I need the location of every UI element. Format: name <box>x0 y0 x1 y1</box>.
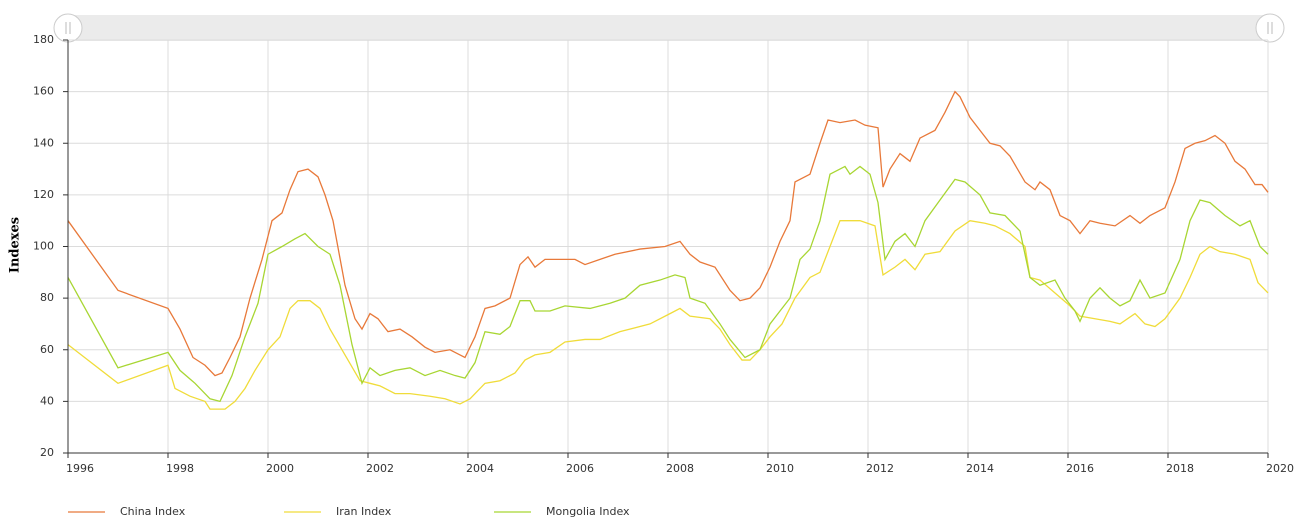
x-tick-label: 2020 <box>1266 462 1294 475</box>
x-tick-label: 2008 <box>666 462 694 475</box>
x-tick-label: 2012 <box>866 462 894 475</box>
series-line <box>67 220 1269 410</box>
y-tick-label: 180 <box>33 33 54 46</box>
x-tick-label: 2010 <box>766 462 794 475</box>
legend: China Index Iran Index Mongolia Index <box>68 505 630 518</box>
slider-track[interactable] <box>68 15 1270 41</box>
lines <box>67 90 1269 410</box>
x-tick-label: 1996 <box>66 462 94 475</box>
grid <box>67 39 1269 454</box>
y-tick-label: 40 <box>40 394 54 407</box>
x-tick-label: 2002 <box>366 462 394 475</box>
y-tick-label: 80 <box>40 291 54 304</box>
range-slider[interactable] <box>53 13 1285 43</box>
x-tick-label: 1998 <box>166 462 194 475</box>
x-tick-label: 2000 <box>266 462 294 475</box>
y-tick-label: 20 <box>40 446 54 459</box>
y-tick-label: 60 <box>40 343 54 356</box>
series-line <box>67 165 1269 403</box>
tick-labels: 20 40 60 80 100 120 140 160 180 1996 1998 2000 2002 2… <box>33 33 1294 475</box>
y-tick-label: 120 <box>33 188 54 201</box>
legend-label: Iran Index <box>336 505 392 518</box>
slider-handle-right[interactable] <box>1255 13 1285 43</box>
y-axis-title: Indexes <box>8 217 23 273</box>
series-line <box>67 90 1269 377</box>
x-tick-label: 2014 <box>966 462 994 475</box>
legend-label: Mongolia Index <box>546 505 630 518</box>
legend-label: China Index <box>120 505 186 518</box>
x-tick-label: 2006 <box>566 462 594 475</box>
x-tick-label: 2016 <box>1066 462 1094 475</box>
x-tick-label: 2004 <box>466 462 494 475</box>
x-tick-label: 2018 <box>1166 462 1194 475</box>
y-tick-label: 140 <box>33 136 54 149</box>
slider-handle-left[interactable] <box>53 13 83 43</box>
y-tick-label: 100 <box>33 240 54 253</box>
y-tick-label: 160 <box>33 85 54 98</box>
